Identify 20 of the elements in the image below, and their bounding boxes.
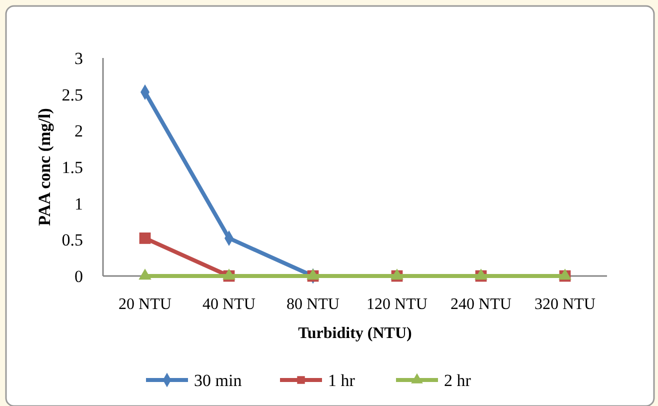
y-tick-label: 3	[74, 48, 83, 68]
legend-label: 1 hr	[328, 370, 356, 390]
y-tick-label: 0.5	[62, 230, 83, 250]
legend-label: 2 hr	[444, 370, 472, 390]
y-tick-label: 2.5	[62, 85, 83, 104]
y-axis-title: PAA conc (mg/l)	[35, 108, 54, 226]
x-tick-label: 320 NTU	[534, 296, 596, 313]
x-axis-title: Turbidity (NTU)	[298, 325, 412, 342]
x-tick-label: 80 NTU	[286, 296, 340, 313]
y-tick-label: 1.5	[62, 158, 83, 177]
x-tick-label: 120 NTU	[366, 296, 428, 313]
y-tick-label: 2	[74, 122, 83, 141]
legend-label: 30 min	[194, 370, 242, 390]
x-tick-label: 40 NTU	[202, 296, 256, 313]
y-tick-label: 1	[74, 194, 83, 214]
y-tick-label: 0	[74, 266, 83, 286]
x-tick-label: 240 NTU	[450, 296, 512, 313]
point	[138, 268, 152, 280]
point	[139, 232, 151, 244]
x-tick-label: 20 NTU	[118, 296, 172, 313]
